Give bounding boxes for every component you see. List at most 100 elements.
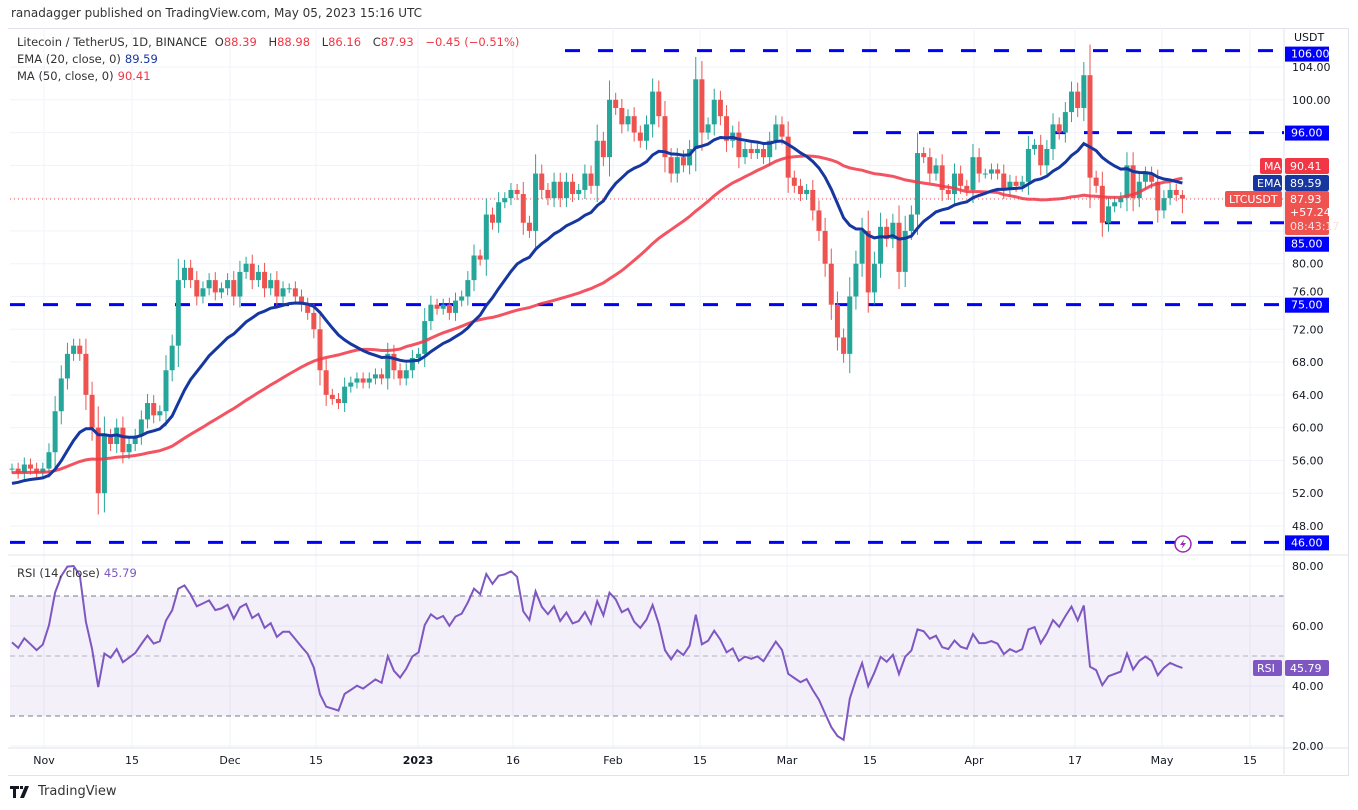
candle [360,372,366,389]
candle [748,143,754,160]
time-tick-label: 17 [1068,754,1082,767]
candle [145,394,151,429]
candle [397,363,403,386]
candle [489,207,495,230]
svg-text:EMA: EMA [1257,177,1281,190]
candle [502,192,508,209]
candle [428,295,434,331]
candle [329,388,335,405]
candle [1032,138,1038,155]
candle [662,101,668,173]
candle [810,179,816,221]
rsi-legend[interactable]: RSI (14, close) 45.79 [17,566,137,580]
candle [600,131,606,167]
candle [292,281,298,304]
candle [21,457,27,480]
candle [181,259,187,289]
candle [1124,152,1130,212]
candle [446,297,452,320]
candle [459,290,465,307]
axis-tag-ema: EMA 89.59 [1253,175,1329,191]
candle [52,396,58,468]
candle [335,392,341,409]
candle [951,163,957,205]
rsi-tick-label: 20.00 [1292,740,1324,753]
price-tick-label: 52.00 [1292,487,1324,500]
ma-legend[interactable]: MA (50, close, 0) 90.41 [17,69,151,83]
rsi-line [11,564,1183,742]
candle [58,365,64,425]
candle [1044,139,1050,175]
candle [816,200,822,241]
axis-tag-rsi: RSI 45.79 [1253,660,1329,676]
time-tick-label: 15 [693,754,707,767]
ema-legend[interactable]: EMA (20, close, 0) 89.59 [17,52,158,66]
candle [705,117,711,140]
candle [921,147,927,164]
candle [483,198,489,276]
candle [348,376,354,393]
candle [1136,172,1142,208]
candle [440,298,446,315]
tradingview-logo[interactable]: TradingView [10,784,117,799]
candle [1118,192,1124,209]
price-tick-label: 68.00 [1292,356,1324,369]
level-tag [1285,46,1329,62]
candle [243,256,249,279]
time-tick-label: 15 [125,754,139,767]
candle [317,314,323,386]
candle [693,56,699,172]
candle [188,259,194,289]
time-tick-label: Dec [219,754,240,767]
candle [514,183,520,200]
candle [286,283,292,294]
candle [754,143,760,160]
rsi-tick-label: 80.00 [1292,560,1324,573]
candle [1161,190,1167,219]
candle [366,372,372,389]
symbol-title[interactable]: Litecoin / TetherUS, 1D, BINANCE [17,35,208,49]
candle [588,165,594,194]
candle [1112,196,1118,213]
candle [988,163,994,180]
candle [1167,182,1173,206]
candle [108,428,114,451]
svg-text:87.93: 87.93 [1290,193,1322,206]
candle [884,218,890,248]
candle [964,179,970,196]
candle [323,359,329,406]
candle [175,258,181,367]
time-tick-label: Nov [33,754,55,767]
candle [372,368,378,385]
candle [643,115,649,150]
publisher-line: ranadagger published on TradingView.com,… [11,6,423,20]
candle [169,334,175,382]
candle [791,170,797,193]
candle [274,271,280,306]
lightning-icon[interactable] [1174,535,1192,553]
candle [656,80,662,128]
candle [995,163,1001,180]
candles [9,44,1185,515]
candle [305,297,311,320]
candle [1093,170,1099,193]
candle [342,377,348,413]
candle [1081,62,1087,122]
price-tick-label: 56.00 [1292,454,1324,467]
svg-text:08:43:17: 08:43:17 [1290,220,1339,233]
candle [724,105,730,152]
svg-text:MA: MA [1264,160,1281,173]
chart-frame [8,28,1349,776]
candle [465,271,471,306]
candle [508,182,514,206]
candle [477,249,483,266]
candle [982,168,988,179]
candle [594,124,600,203]
candle [847,277,853,374]
candle [132,428,138,451]
candle [138,410,144,445]
candle [865,210,871,313]
candle [354,372,360,389]
candle [939,154,945,202]
